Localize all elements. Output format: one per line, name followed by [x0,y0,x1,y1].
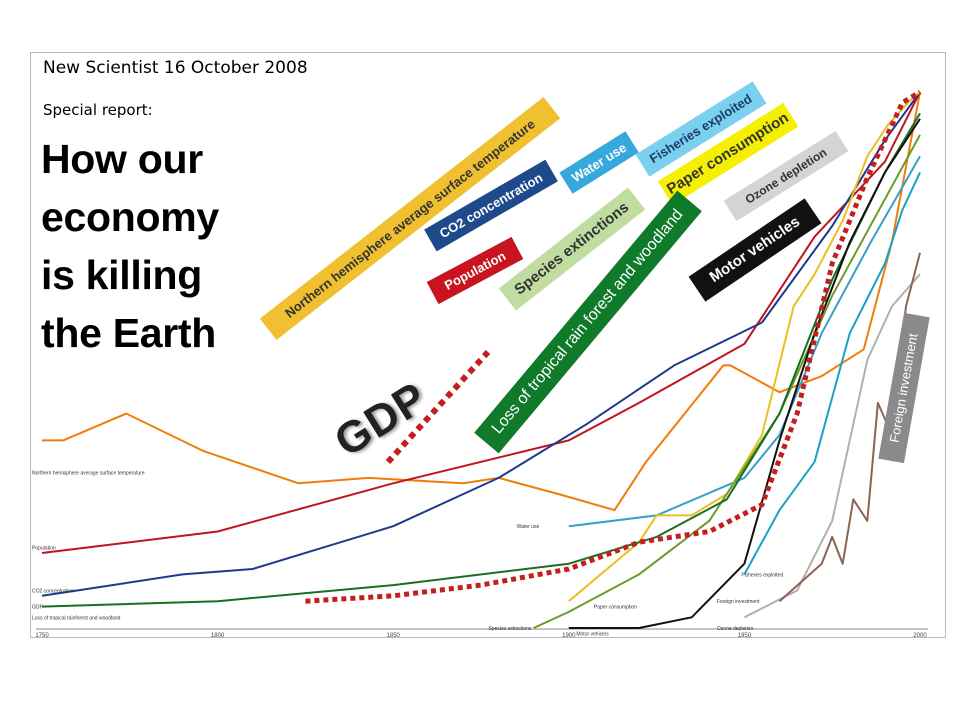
headline-line: economy [41,194,219,240]
inline-series-label: Population [32,546,56,552]
inline-series-label: Ozone depletion [717,626,754,632]
series-line-water-use [568,155,921,528]
inline-series-label: Species extinctions [489,626,532,632]
series-line-northern-hemisphere-average-surface-temperature [42,91,921,512]
series-line-fisheries-exploited [743,171,921,575]
inline-series-label: Northern hemisphere average surface temp… [32,471,145,477]
series-line-co2-concentration [41,91,921,597]
inline-series-label: GDP [32,605,44,611]
source-line: New Scientist 16 October 2008 [43,58,308,78]
x-tick-label: 1850 [387,633,401,639]
series-line-gdp [305,89,922,604]
inline-series-label: Motor vehicles [576,631,609,637]
inline-series-label: Loss of tropical rainforest and woodland [32,615,121,621]
series-line-species-extinctions [533,134,921,629]
headline: How our economy is killing the Earth [41,130,261,362]
inline-series-label: Paper consumption [594,605,637,611]
series-line-motor-vehicles [568,118,921,629]
x-tick-label: 2000 [913,633,927,639]
headline-line: the Earth [41,310,216,356]
x-tick-label: 1900 [562,633,576,639]
inline-series-label: Fisheries exploited [741,572,783,578]
series-line-paper-consumption [568,91,921,602]
headline-line: How our [41,136,203,182]
inline-series-label: Water use [517,524,540,530]
headline-line: is killing [41,252,203,298]
x-tick-label: 1950 [738,633,752,639]
series-line-ozone-depletion [743,273,921,619]
gdp-pointer [385,349,491,465]
special-report-line: Special report: [43,101,153,119]
x-tick-label: 1750 [35,633,49,639]
x-tick-label: 1800 [211,633,225,639]
inline-series-label: Foreign investment [717,599,760,605]
inline-series-label: CO2 concentration [32,588,74,594]
